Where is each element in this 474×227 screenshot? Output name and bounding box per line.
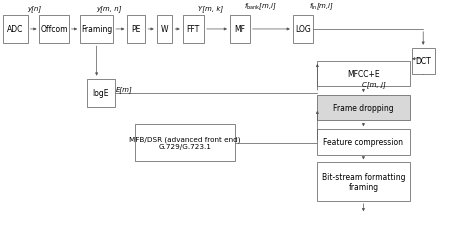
- FancyBboxPatch shape: [136, 124, 235, 162]
- FancyBboxPatch shape: [318, 130, 410, 155]
- FancyBboxPatch shape: [318, 96, 410, 121]
- FancyBboxPatch shape: [182, 16, 204, 44]
- Text: Framing: Framing: [81, 25, 112, 34]
- Text: ADC: ADC: [7, 25, 24, 34]
- Text: y[n]: y[n]: [27, 5, 42, 12]
- Text: y[m, n]: y[m, n]: [97, 5, 122, 12]
- Text: PE: PE: [132, 25, 141, 34]
- FancyBboxPatch shape: [318, 163, 410, 201]
- FancyBboxPatch shape: [156, 16, 172, 44]
- Text: Feature compression: Feature compression: [323, 138, 403, 147]
- Text: W: W: [161, 25, 168, 34]
- Text: MF: MF: [234, 25, 246, 34]
- FancyBboxPatch shape: [80, 16, 113, 44]
- Text: FFT: FFT: [187, 25, 200, 34]
- Text: MFB/DSR (advanced front end)
G.729/G.723.1: MFB/DSR (advanced front end) G.729/G.723…: [129, 136, 241, 150]
- FancyBboxPatch shape: [128, 16, 146, 44]
- FancyBboxPatch shape: [412, 49, 435, 75]
- FancyBboxPatch shape: [293, 16, 313, 44]
- Text: Bit-stream formatting
framing: Bit-stream formatting framing: [322, 172, 405, 192]
- Text: logE: logE: [92, 89, 109, 98]
- Text: MFCC+E: MFCC+E: [347, 70, 380, 79]
- Text: Offcom: Offcom: [40, 25, 68, 34]
- FancyBboxPatch shape: [230, 16, 250, 44]
- Text: DCT: DCT: [415, 57, 431, 66]
- Text: Frame dropping: Frame dropping: [333, 104, 394, 113]
- Text: E[m]: E[m]: [116, 86, 133, 93]
- FancyBboxPatch shape: [318, 62, 410, 87]
- FancyBboxPatch shape: [39, 16, 69, 44]
- Text: $f_\mathrm{ln}$[m,i]: $f_\mathrm{ln}$[m,i]: [310, 2, 335, 12]
- Text: $f_\mathrm{bank}$[m,i]: $f_\mathrm{bank}$[m,i]: [244, 2, 277, 12]
- Text: Y[m, k]: Y[m, k]: [199, 5, 224, 12]
- FancyBboxPatch shape: [3, 16, 27, 44]
- Text: C[m, j]: C[m, j]: [362, 81, 386, 88]
- Text: LOG: LOG: [295, 25, 310, 34]
- FancyBboxPatch shape: [87, 79, 115, 108]
